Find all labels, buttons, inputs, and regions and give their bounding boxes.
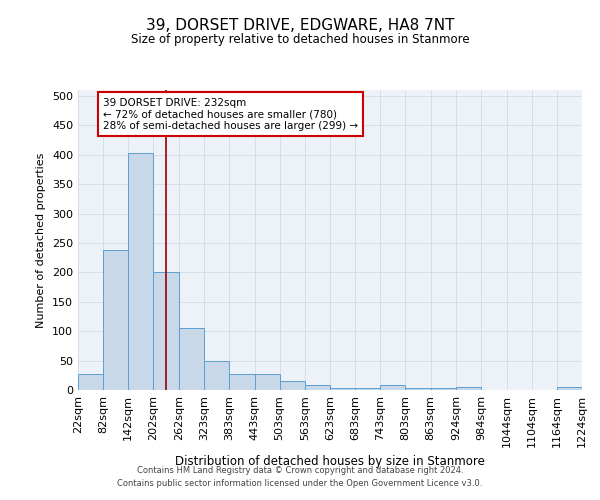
Bar [305, 384, 330, 390]
Bar [229, 374, 254, 390]
Bar [204, 361, 229, 390]
Text: 39 DORSET DRIVE: 232sqm
← 72% of detached houses are smaller (780)
28% of semi-d: 39 DORSET DRIVE: 232sqm ← 72% of detache… [103, 98, 358, 131]
Bar [406, 388, 431, 390]
Bar [128, 153, 154, 390]
Bar [154, 272, 179, 390]
Bar [78, 374, 103, 390]
Bar [254, 374, 280, 390]
Bar [330, 388, 355, 390]
Y-axis label: Number of detached properties: Number of detached properties [37, 152, 46, 328]
X-axis label: Distribution of detached houses by size in Stanmore: Distribution of detached houses by size … [175, 456, 485, 468]
Bar [380, 386, 406, 390]
Bar [103, 250, 128, 390]
Bar [557, 387, 582, 390]
Bar [431, 388, 456, 390]
Bar [280, 381, 305, 390]
Text: Size of property relative to detached houses in Stanmore: Size of property relative to detached ho… [131, 32, 469, 46]
Bar [179, 328, 204, 390]
Bar [355, 388, 380, 390]
Text: 39, DORSET DRIVE, EDGWARE, HA8 7NT: 39, DORSET DRIVE, EDGWARE, HA8 7NT [146, 18, 454, 32]
Text: Contains HM Land Registry data © Crown copyright and database right 2024.
Contai: Contains HM Land Registry data © Crown c… [118, 466, 482, 487]
Bar [456, 387, 481, 390]
